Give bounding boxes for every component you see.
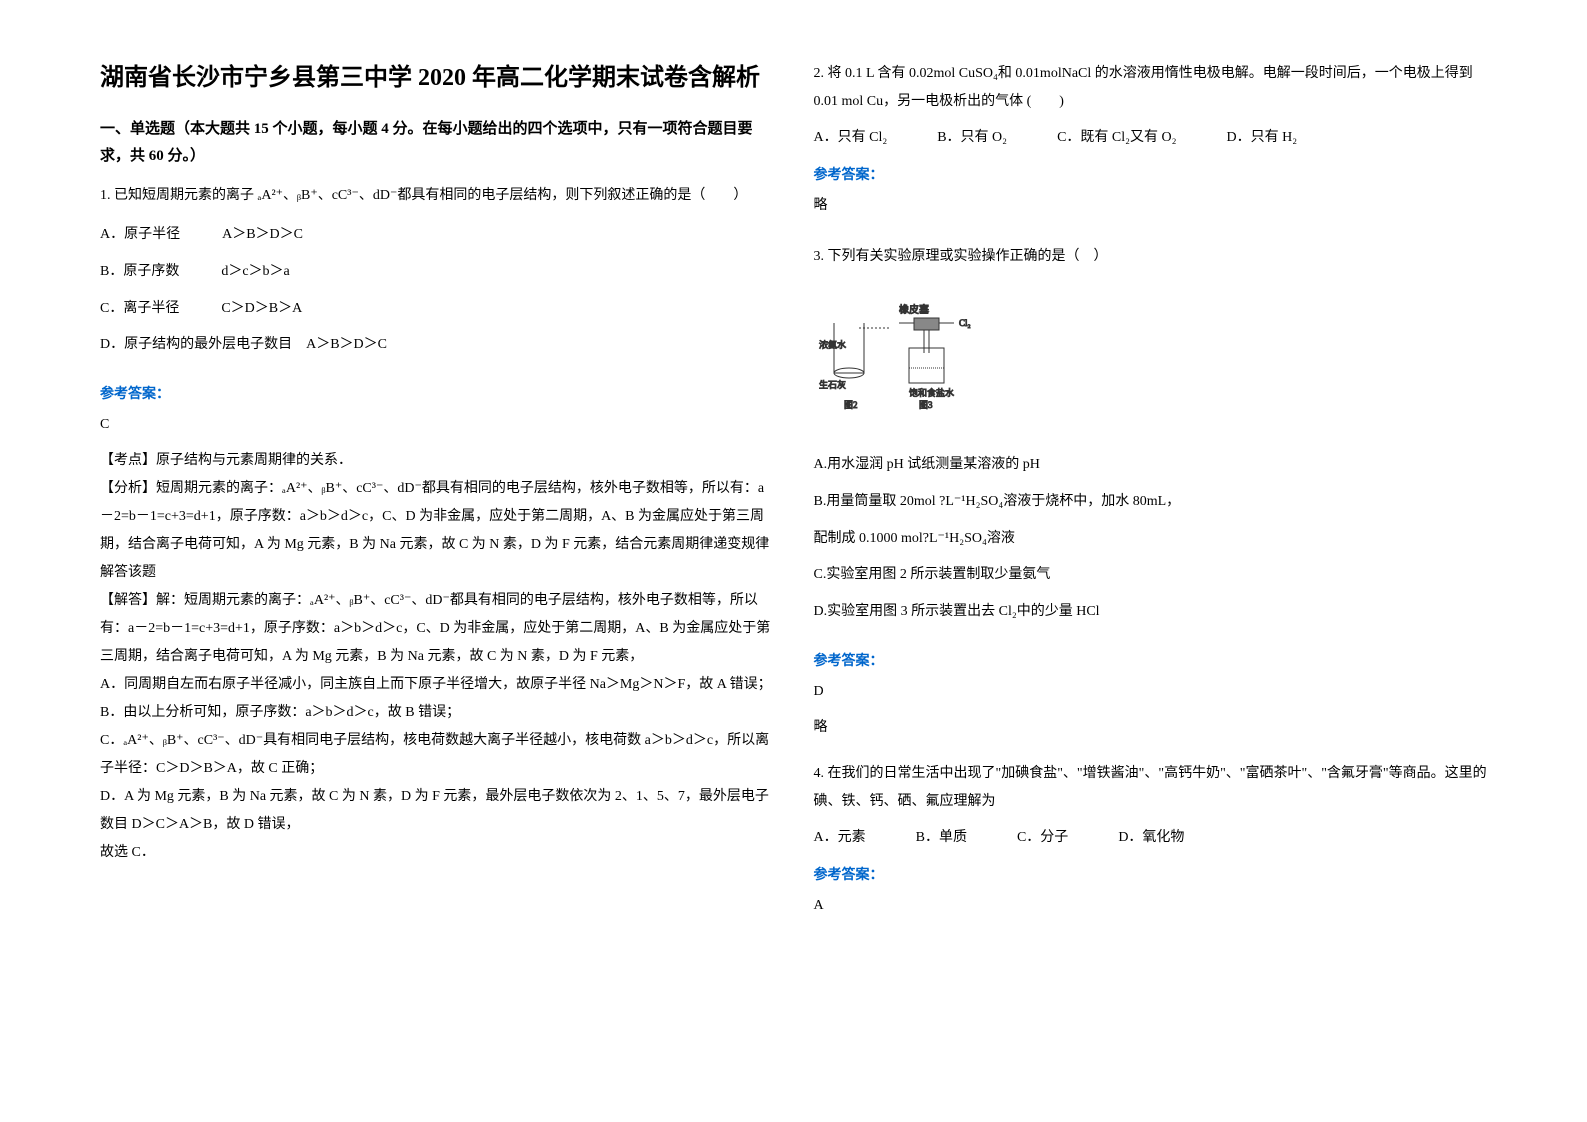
q1-answer-label: 参考答案：: [100, 383, 774, 403]
q4-option-a: A．元素: [814, 826, 866, 846]
q3-options: A.用水湿润 pH 试纸测量某溶液的 pH B.用量筒量取 20mol ?L⁻¹…: [814, 450, 1488, 634]
experiment-diagram-icon: 浓氨水 生石灰 图2 橡皮塞 Cl₂ 饱和食盐水 图3: [814, 293, 1014, 433]
q1-analysis-b: B．由以上分析可知，原子序数：a＞b＞d＞c，故 B 错误；: [100, 699, 774, 727]
q2-option-d: D．只有 H₂: [1227, 126, 1298, 146]
q3-answer2: 略: [814, 714, 1488, 742]
q2-option-c: C．既有 Cl₂又有 O₂: [1057, 126, 1176, 146]
q1-answer: C: [100, 411, 774, 439]
q1-analysis-a: A．同周期自左而右原子半径减小，同主族自上而下原子半径增大，故原子半径 Na＞M…: [100, 671, 774, 699]
q3-stem: 3. 下列有关实验原理或实验操作正确的是（ ）: [814, 243, 1488, 271]
left-column: 湖南省长沙市宁乡县第三中学 2020 年高二化学期末试卷含解析 一、单选题（本大…: [100, 60, 774, 1062]
q1-option-b: B．原子序数 d＞c＞b＞a: [100, 257, 774, 288]
q1-analysis-c: C．ₐA²⁺、ᵦB⁺、cC³⁻、dD⁻具有相同电子层结构，核电荷数越大离子半径越…: [100, 727, 774, 783]
q1-analysis1: 【分析】短周期元素的离子：ₐA²⁺、ᵦB⁺、cC³⁻、dD⁻都具有相同的电子层结…: [100, 475, 774, 587]
q4-answer-label: 参考答案：: [814, 864, 1488, 884]
q3-option-c: C.实验室用图 2 所示装置制取少量氨气: [814, 560, 1488, 591]
q4-option-b: B．单质: [916, 826, 967, 846]
q1-stem: 1. 已知短周期元素的离子 ₐA²⁺、ᵦB⁺、cC³⁻、dD⁻都具有相同的电子层…: [100, 182, 774, 210]
q4-answer: A: [814, 892, 1488, 920]
q1-point: 【考点】原子结构与元素周期律的关系．: [100, 447, 774, 475]
q2-option-b: B．只有 O₂: [937, 126, 1007, 146]
svg-text:生石灰: 生石灰: [819, 379, 846, 390]
q1-analysis2: 【解答】解：短周期元素的离子：ₐA²⁺、ᵦB⁺、cC³⁻、dD⁻都具有相同的电子…: [100, 587, 774, 671]
svg-text:图2: 图2: [844, 400, 858, 410]
q2-options: A．只有 Cl₂ B．只有 O₂ C．既有 Cl₂又有 O₂ D．只有 H₂: [814, 126, 1488, 146]
q4-option-c: C．分子: [1017, 826, 1068, 846]
q1-option-d: D．原子结构的最外层电子数目 A＞B＞D＞C: [100, 330, 774, 361]
right-column: 2. 将 0.1 L 含有 0.02mol CuSO₄和 0.01molNaCl…: [814, 60, 1488, 1062]
q2-option-a: A．只有 Cl₂: [814, 126, 888, 146]
q3-option-a: A.用水湿润 pH 试纸测量某溶液的 pH: [814, 450, 1488, 481]
q1-option-a: A．原子半径 A＞B＞D＞C: [100, 220, 774, 251]
svg-text:Cl₂: Cl₂: [959, 318, 971, 328]
q1-conclusion: 故选 C．: [100, 839, 774, 867]
document-title: 湖南省长沙市宁乡县第三中学 2020 年高二化学期末试卷含解析: [100, 60, 774, 96]
q3-answer: D: [814, 678, 1488, 706]
q4-option-d: D．氧化物: [1118, 826, 1184, 846]
q1-analysis-d: D．A 为 Mg 元素，B 为 Na 元素，故 C 为 N 素，D 为 F 元素…: [100, 783, 774, 839]
q4-options: A．元素 B．单质 C．分子 D．氧化物: [814, 826, 1488, 846]
svg-text:图3: 图3: [919, 400, 933, 410]
section-header: 一、单选题（本大题共 15 个小题，每小题 4 分。在每小题给出的四个选项中，只…: [100, 116, 774, 170]
q3-option-d: D.实验室用图 3 所示装置出去 Cl₂中的少量 HCl: [814, 597, 1488, 628]
q4-stem: 4. 在我们的日常生活中出现了"加碘食盐"、"增铁酱油"、"高钙牛奶"、"富硒茶…: [814, 760, 1488, 816]
svg-text:浓氨水: 浓氨水: [819, 339, 846, 350]
q1-options: A．原子半径 A＞B＞D＞C B．原子序数 d＞c＞b＞a C．离子半径 C＞D…: [100, 220, 774, 367]
q2-stem: 2. 将 0.1 L 含有 0.02mol CuSO₄和 0.01molNaCl…: [814, 60, 1488, 116]
q1-option-c: C．离子半径 C＞D＞B＞A: [100, 294, 774, 325]
svg-text:橡皮塞: 橡皮塞: [899, 303, 929, 316]
q2-answer-label: 参考答案：: [814, 164, 1488, 184]
svg-text:饱和食盐水: 饱和食盐水: [909, 387, 954, 398]
q3-answer-label: 参考答案：: [814, 650, 1488, 670]
q2-answer: 略: [814, 192, 1488, 220]
q3-figure: 浓氨水 生石灰 图2 橡皮塞 Cl₂ 饱和食盐水 图3: [814, 293, 1488, 438]
q3-option-b2: 配制成 0.1000 mol?L⁻¹H₂SO₄溶液: [814, 524, 1488, 555]
q3-option-b: B.用量筒量取 20mol ?L⁻¹H₂SO₄溶液于烧杯中，加水 80mL，: [814, 487, 1488, 518]
